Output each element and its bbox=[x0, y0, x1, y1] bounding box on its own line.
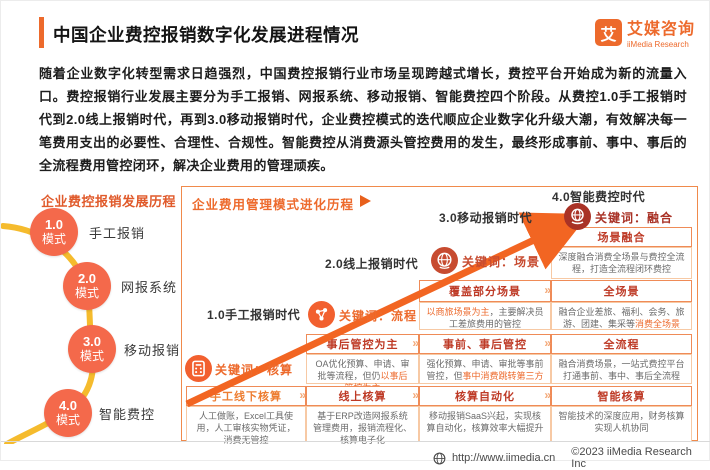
description-highlight: 事中消费跳转第三方 bbox=[462, 371, 544, 381]
description-text: 人工做账，Excel工具使用，人工审核实物凭证，消费无管控 bbox=[196, 411, 296, 445]
sidebar-title: 企业费控报销发展历程 bbox=[41, 194, 177, 209]
chevron-right-icon: » bbox=[544, 282, 551, 297]
page-title: 中国企业费控报销数字化发展进程情况 bbox=[53, 25, 359, 45]
footer: http://www.iimedia.cn ©2023 iiMedia Rese… bbox=[433, 446, 709, 470]
era-label-2: 2.0线上报销时代 bbox=[325, 257, 419, 271]
keyword-label: 关键词：融合 bbox=[595, 211, 674, 225]
chevron-right-icon: » bbox=[544, 335, 551, 350]
calculator-icon bbox=[185, 355, 212, 382]
development-stages-sidebar: 企业费控报销发展历程 1.0 模式 手工报销 2.0 模式 网报系统 3.0 模式 移动报销 4.… bbox=[1, 186, 181, 444]
evolution-panel: 企业费用管理模式进化历程 手工线下核算» 人工做账，Excel工具使用，人工审核实… bbox=[181, 186, 698, 445]
description-text: 深度融合消费全场景与费控全流程，打造全流程闭环费控 bbox=[558, 252, 685, 274]
description-text: 基于ERP改造网报系统管理费用，报销流程化、核算电子化 bbox=[313, 411, 413, 445]
cell-description-scene: 以商旅场景为主，主要解决员工差旅费用的管控 bbox=[419, 302, 551, 330]
fusion-globe-icon bbox=[564, 203, 591, 230]
cell-description-acct: 智能技术的深度应用，财务核算实现人机协同 bbox=[551, 406, 692, 442]
stage-number: 2.0 bbox=[77, 270, 97, 286]
stage-mode-label: 模式 bbox=[79, 348, 104, 363]
chevron-right-icon: » bbox=[412, 387, 419, 402]
globe-icon bbox=[431, 247, 458, 274]
era-label-1: 1.0手工报销时代 bbox=[207, 308, 301, 322]
iimedia-logo: 艾 艾媒咨询 iiMedia Research bbox=[594, 15, 695, 49]
stage-mode-label: 模式 bbox=[55, 412, 80, 427]
stage-label: 手工报销 bbox=[89, 226, 146, 241]
stage-number: 1.0 bbox=[44, 216, 64, 232]
cell-description-acct: 移动报销SaaS兴起，实现核算自动化，核算效率大幅提升 bbox=[419, 406, 551, 442]
keyword-label: 关键词：核算 bbox=[215, 363, 294, 377]
stage-label: 网报系统 bbox=[121, 280, 178, 295]
cell-description-acct: 基于ERP改造网报系统管理费用，报销流程化、核算电子化 bbox=[306, 406, 419, 445]
chevron-right-icon: » bbox=[412, 335, 419, 350]
cell-header-ctrl: 事后管控为主» bbox=[306, 334, 419, 354]
cell-description-acct: 人工做账，Excel工具使用，人工审核实物凭证，消费无管控 bbox=[186, 406, 306, 445]
play-triangle-icon bbox=[360, 195, 371, 207]
stage-mode-label: 模式 bbox=[74, 285, 99, 300]
cell-description-scene: 融合企业差旅、福利、会务、旅游、团建、集采等消费全场景 bbox=[551, 302, 692, 330]
cell-header-acct: 核算自动化» bbox=[419, 386, 551, 406]
logo-mark-icon: 艾 bbox=[594, 19, 622, 46]
cell-header-ctrl: 全流程 bbox=[551, 334, 692, 354]
footer-url[interactable]: http://www.iimedia.cn bbox=[451, 452, 556, 464]
footer-divider bbox=[1, 441, 710, 442]
era-label-4: 4.0智能费控时代 bbox=[552, 190, 646, 204]
description-text: 融合企业差旅、福利、会务、旅游、团建、集采等 bbox=[558, 307, 685, 329]
stage-circle-4.0: 4.0 模式 bbox=[44, 389, 92, 437]
stage-number: 4.0 bbox=[58, 397, 78, 413]
stage-mode-label: 模式 bbox=[41, 231, 66, 246]
chevron-right-icon: » bbox=[544, 387, 551, 402]
cell-header-acct: 线上核算» bbox=[306, 386, 419, 406]
title-accent-bar bbox=[39, 17, 44, 48]
keyword-label: 关键词：流程 bbox=[339, 309, 418, 323]
cell-header-ctrl: 事前、事后管控» bbox=[419, 334, 551, 354]
cell-description-ctrl: 强化预算、申请、审批等事前管控，但事中消费跳转第三方 bbox=[419, 354, 551, 384]
description-highlight: 消费全场景 bbox=[635, 319, 681, 329]
footer-copyright: ©2023 iiMedia Research Inc bbox=[571, 446, 692, 470]
panel-title: 企业费用管理模式进化历程 bbox=[192, 198, 355, 212]
stage-circle-1.0: 1.0 模式 bbox=[30, 208, 78, 256]
flow-nodes-icon bbox=[308, 301, 335, 328]
cell-header-acct: 智能核算 bbox=[551, 386, 692, 406]
keyword-label: 关键词：场景 bbox=[462, 255, 541, 269]
description-text: 融合消费场景，一站式费控平台打通事前、事中、事后全流程 bbox=[558, 359, 685, 381]
logo-name: 艾媒咨询 bbox=[626, 21, 695, 38]
cell-header-acct: 手工线下核算» bbox=[186, 386, 306, 406]
stage-label: 智能费控 bbox=[99, 407, 156, 422]
intro-paragraph: 随着企业数字化转型需求日趋强烈，中国费控报销行业市场呈现跨越式增长，费控平台开始… bbox=[39, 66, 687, 173]
cell-description-fusion: 深度融合消费全场景与费控全流程，打造全流程闭环费控 bbox=[551, 247, 692, 279]
cell-header-scene: 全场景 bbox=[551, 280, 692, 302]
stage-circle-2.0: 2.0 模式 bbox=[63, 262, 111, 310]
stage-label: 移动报销 bbox=[124, 343, 181, 358]
chevron-right-icon: » bbox=[299, 387, 306, 402]
logo-subtitle: iiMedia Research bbox=[626, 40, 689, 49]
description-text: 智能技术的深度应用，财务核算实现人机协同 bbox=[558, 411, 685, 433]
description-text: 移动报销SaaS兴起，实现核算自动化，核算效率大幅提升 bbox=[426, 411, 544, 433]
cell-header-scene: 覆盖部分场景» bbox=[419, 280, 551, 302]
stage-number: 3.0 bbox=[82, 333, 102, 349]
cell-description-ctrl: OA优化预算、申请、审批等流程，但仍以事后管控为主 bbox=[306, 354, 419, 393]
era-label-3: 3.0移动报销时代 bbox=[439, 211, 533, 225]
globe-icon bbox=[433, 452, 446, 464]
description-highlight: 以商旅场景为主 bbox=[426, 307, 490, 317]
cell-header-fusion: 场景融合 bbox=[551, 227, 692, 247]
cell-description-ctrl: 融合消费场景，一站式费控平台打通事前、事中、事后全流程 bbox=[551, 354, 692, 384]
stage-circle-3.0: 3.0 模式 bbox=[68, 325, 116, 373]
